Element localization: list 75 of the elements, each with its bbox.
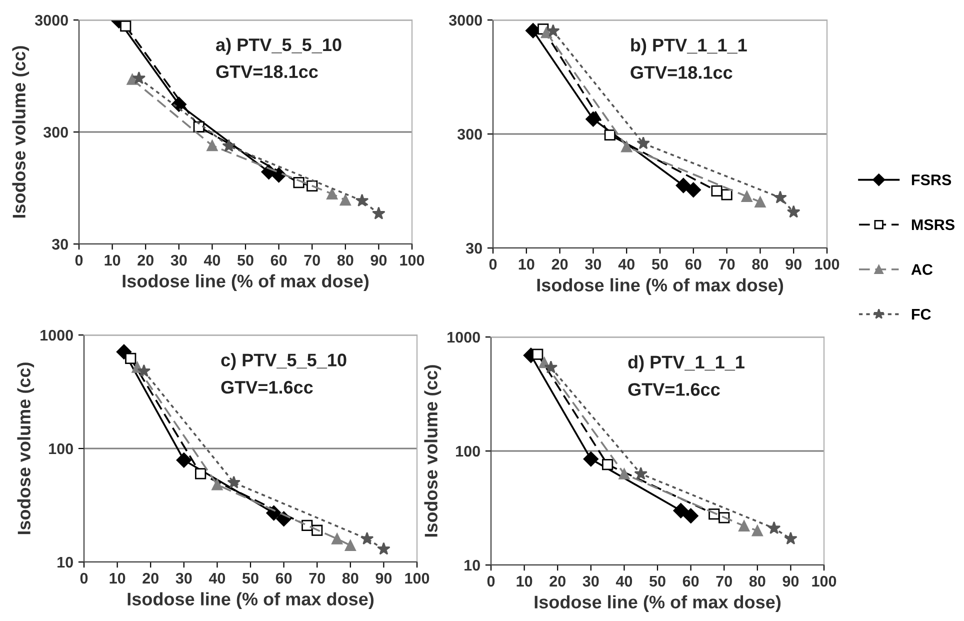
x-axis-title: Isodose line (% of max dose) — [537, 278, 784, 296]
text: GTV=18.1cc — [630, 66, 732, 79]
text: GTV=1.6cc — [628, 383, 720, 396]
x-tick-label: 60 — [682, 576, 699, 587]
text: b) PTV_1_1_1 — [631, 38, 747, 56]
x-axis-title: Isodose line (% of max dose) — [534, 595, 781, 612]
x-tick-label: 20 — [552, 258, 568, 270]
y-axis-title: Isodose volume (cc) — [12, 46, 30, 218]
text: GTV=1.6cc — [221, 380, 313, 394]
x-tick-label: 60 — [276, 572, 292, 584]
y-tick-label: 300 — [457, 128, 482, 140]
x-tick-label: 30 — [582, 576, 599, 587]
x-tick-label: 30 — [176, 572, 192, 584]
x-tick-label: 30 — [585, 258, 602, 270]
x-tick-label: 100 — [405, 572, 430, 584]
x-tick-label: 0 — [487, 576, 495, 587]
x-tick-label: 80 — [752, 258, 768, 270]
x-tick-label: 80 — [749, 576, 766, 587]
x-tick-label: 50 — [237, 254, 254, 266]
x-tick-label: 80 — [342, 572, 358, 584]
x-tick-label: 20 — [138, 254, 154, 266]
x-tick-label: 80 — [337, 254, 354, 266]
y-tick-label: 3000 — [448, 14, 482, 26]
y-tick-label: 30 — [466, 242, 482, 254]
x-axis-title: Isodose line (% of max dose) — [122, 274, 369, 292]
text: c) PTV_5_5_10 — [221, 353, 346, 370]
x-tick-label: 100 — [815, 258, 840, 270]
x-tick-label: 40 — [616, 576, 632, 587]
x-tick-label: 10 — [104, 254, 120, 266]
x-tick-label: 90 — [376, 572, 392, 584]
x-tick-label: 0 — [80, 572, 88, 584]
x-tick-label: 40 — [204, 254, 220, 266]
x-tick-label: 40 — [618, 258, 634, 270]
x-tick-label: 50 — [242, 572, 258, 584]
x-tick-label: 40 — [208, 572, 226, 584]
x-tick-label: 90 — [370, 254, 387, 266]
x-tick-label: 50 — [652, 258, 668, 270]
y-tick-label: 100 — [49, 443, 73, 454]
legend-label: FSRS — [912, 174, 952, 186]
y-tick-label: 1000 — [448, 332, 480, 343]
y-axis-title: Isodose volume (cc) — [17, 362, 34, 534]
y-tick-label: 1000 — [40, 330, 73, 341]
y-tick-label: 30 — [52, 238, 68, 250]
y-axis-title: Isodose volume (cc) — [424, 365, 442, 537]
x-tick-label: 10 — [516, 576, 532, 587]
y-tick-label: 10 — [58, 556, 73, 568]
x-tick-label: 0 — [75, 254, 83, 266]
y-tick-label: 100 — [456, 446, 480, 457]
x-tick-label: 90 — [786, 258, 802, 270]
y-tick-label: 3000 — [34, 14, 68, 26]
x-tick-label: 60 — [270, 254, 287, 266]
x-tick-label: 70 — [304, 254, 320, 266]
legend-label: AC — [911, 264, 933, 275]
x-tick-label: 0 — [489, 258, 497, 270]
x-tick-label: 100 — [812, 576, 836, 587]
y-tick-label: 300 — [43, 126, 68, 138]
legend-label: MSRS — [912, 219, 954, 230]
x-tick-label: 70 — [718, 258, 735, 270]
text: a) PTV_5_5_10 — [216, 38, 342, 55]
x-tick-label: 20 — [142, 572, 158, 584]
x-axis-title: Isodose line (% of max dose) — [128, 592, 374, 610]
x-tick-label: 100 — [400, 254, 424, 266]
x-tick-label: 70 — [716, 576, 732, 587]
x-tick-label: 10 — [518, 258, 534, 270]
x-tick-label: 50 — [649, 576, 666, 587]
x-tick-label: 10 — [110, 572, 126, 584]
y-tick-label: 10 — [464, 560, 480, 571]
x-tick-label: 20 — [550, 576, 566, 587]
text: GTV=18.1cc — [216, 65, 318, 78]
text: d) PTV_1_1_1 — [628, 355, 744, 372]
x-tick-label: 90 — [782, 576, 799, 587]
x-tick-label: 60 — [685, 258, 702, 270]
x-tick-label: 70 — [309, 572, 325, 584]
x-tick-label: 30 — [170, 254, 187, 266]
legend-label: FC — [912, 308, 931, 320]
